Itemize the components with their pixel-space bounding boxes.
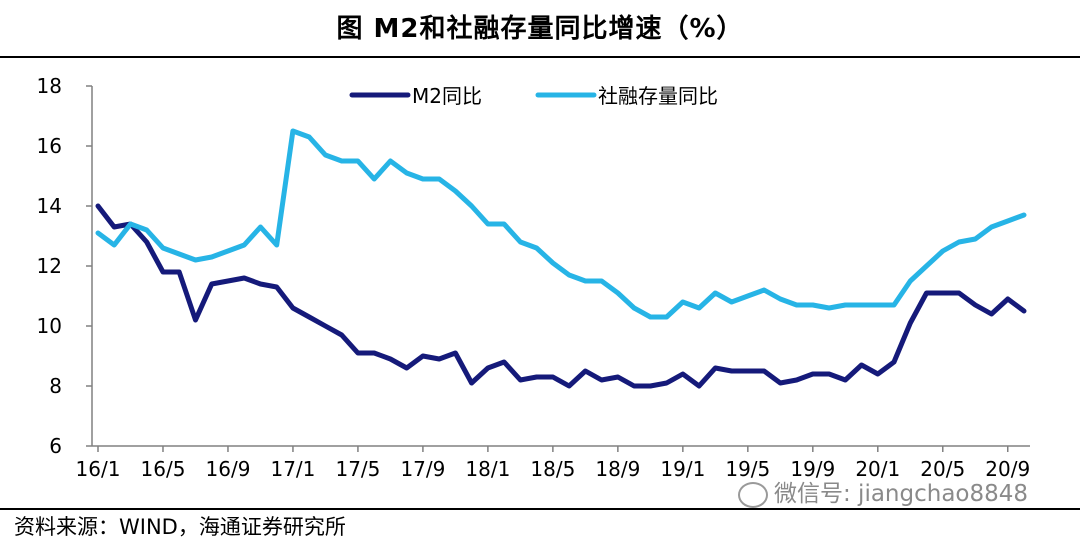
chart-title: 图 M2和社融存量同比增速（%） (336, 14, 744, 44)
y-tick-label: 6 (49, 434, 62, 458)
footer-divider (0, 508, 1080, 510)
legend-label-0: M2同比 (412, 84, 482, 108)
x-tick-label: 17/1 (270, 457, 315, 481)
x-tick-label: 16/1 (76, 457, 121, 481)
y-tick-label: 18 (37, 74, 62, 98)
x-tick-label: 19/9 (790, 457, 835, 481)
x-tick-label: 19/1 (660, 457, 705, 481)
x-tick-label: 19/5 (725, 457, 770, 481)
x-tick-label: 18/5 (530, 457, 575, 481)
x-tick-label: 16/5 (141, 457, 186, 481)
x-tick-label: 17/5 (335, 457, 380, 481)
x-tick-label: 20/1 (855, 457, 900, 481)
series-line-1 (95, 128, 1027, 320)
watermark-text: 微信号: jiangchao8848 (774, 481, 1029, 507)
legend-label-1: 社融存量同比 (598, 84, 718, 108)
x-tick-label: 20/5 (920, 457, 965, 481)
line-chart: 6 8 10 12 14 16 18 16/1 16/5 16/9 17/1 17/5 17/9 18/1… (37, 74, 1031, 481)
y-tick-label: 10 (37, 314, 62, 338)
watermark: 微信号: jiangchao8848 (738, 474, 1028, 508)
x-tick-label: 18/1 (465, 457, 510, 481)
wechat-icon (738, 481, 768, 508)
x-tick-label: 16/9 (206, 457, 251, 481)
title-divider (0, 56, 1080, 58)
y-tick-label: 14 (37, 194, 62, 218)
x-tick-label: 17/9 (400, 457, 445, 481)
source-note: 资料来源：WIND，海通证券研究所 (14, 515, 346, 539)
series-line-0 (95, 203, 1027, 389)
x-tick-label: 20/9 (985, 457, 1030, 481)
title-band: 图 M2和社融存量同比增速（%） (0, 0, 1080, 56)
x-tick-label: 18/9 (595, 457, 640, 481)
y-tick-label: 12 (37, 254, 62, 278)
y-tick-label: 8 (49, 374, 62, 398)
y-tick-label: 16 (37, 134, 62, 158)
